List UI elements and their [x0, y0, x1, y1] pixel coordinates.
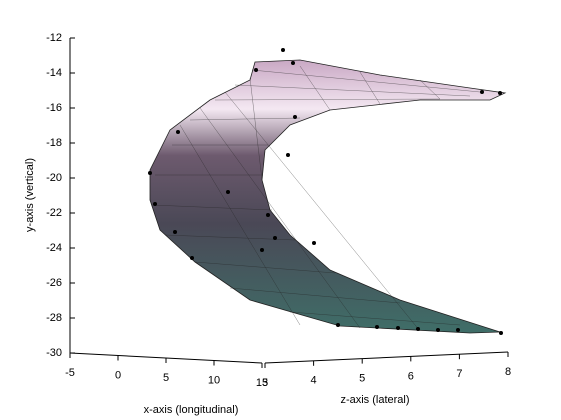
x-axis-label: x-axis (longitudinal) [144, 404, 239, 416]
y-tick-label: -28 [46, 312, 62, 324]
z-axis [264, 351, 509, 364]
y-tick-label: -12 [46, 32, 62, 44]
y-tick-label: -26 [46, 277, 62, 289]
z-tick-label: 8 [505, 366, 511, 378]
y-tick-label: -22 [46, 207, 62, 219]
x-tick-label: 0 [115, 369, 121, 381]
y-axis-label: y-axis (vertical) [24, 158, 36, 232]
z-axis-label: z-axis (lateral) [340, 394, 409, 406]
axes: -12 -14 -16 -18 -20 -22 -24 -26 -28 -30-5 0 5 10 153 4… [46, 32, 511, 389]
z-tick-label: 5 [359, 373, 365, 385]
x-tick-label: 15 [256, 377, 268, 389]
y-tick-label: -20 [46, 172, 62, 184]
x-tick-label: 5 [163, 372, 169, 384]
y-tick-label: -14 [46, 67, 62, 79]
y-tick-label: -24 [46, 242, 62, 254]
z-tick-label: 3 [262, 377, 268, 389]
z-tick-label: 6 [408, 370, 414, 382]
y-tick-label: -16 [46, 102, 62, 114]
x-tick-label: 10 [208, 374, 220, 386]
y-tick-label: -18 [46, 137, 62, 149]
surface [148, 48, 507, 335]
z-tick-label: 7 [456, 368, 462, 380]
x-tick-label: -5 [65, 367, 75, 379]
z-tick-label: 4 [311, 375, 317, 387]
y-tick-label: -30 [46, 347, 62, 359]
